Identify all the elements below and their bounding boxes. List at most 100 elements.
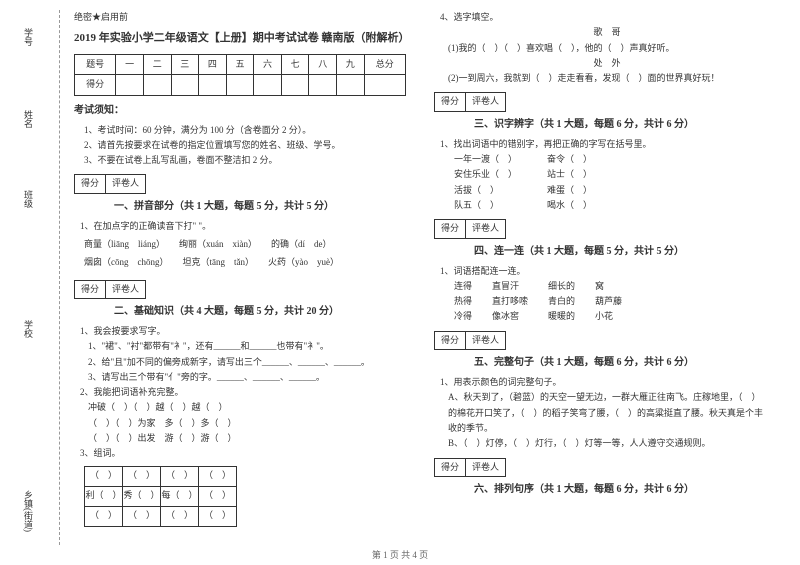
wt20: （ ） xyxy=(85,506,123,526)
p02: 的确 xyxy=(271,239,289,249)
sb4l: 得分 xyxy=(435,220,466,237)
q4c: 处 外 xyxy=(448,56,766,71)
s4r13: 葫芦藤 xyxy=(595,294,622,309)
s3r21: 难蛋（ ） xyxy=(547,183,592,198)
score-table: 题号 一 二 三 四 五 六 七 八 九 总分 得分 xyxy=(74,54,406,96)
score-header: 题号 一 二 三 四 五 六 七 八 九 总分 xyxy=(75,54,406,74)
h0: 题号 xyxy=(75,54,116,74)
page-footer: 第 1 页 共 4 页 xyxy=(0,548,800,561)
p00p: （liāng liáng） xyxy=(102,239,165,249)
sb2r: 评卷人 xyxy=(106,281,145,298)
pinyin-row1: 商量（liāng liáng） 绚丽（xuán xiàn） 的确（dí de） xyxy=(84,237,406,252)
h1: 一 xyxy=(116,54,144,74)
s3r31: 喝水（ ） xyxy=(547,198,592,213)
h10: 总分 xyxy=(364,54,405,74)
h2: 二 xyxy=(143,54,171,74)
left-column: 绝密★启用前 2019 年实验小学二年级语文【上册】期中考试试卷 赣南版（附解析… xyxy=(60,10,420,545)
s4r00: 连得 xyxy=(454,279,472,294)
sec3-q: 1、找出词语中的错别字，再把正确的字写在括号里。 xyxy=(440,137,766,152)
sec1-q: 1、在加点字的正确读音下打" "。 xyxy=(80,219,406,234)
wt22: （ ） xyxy=(161,506,199,526)
s4r22: 暖暖的 xyxy=(548,309,575,324)
score-box-1: 得分评卷人 xyxy=(74,174,146,193)
s3r20: 活拔（ ） xyxy=(454,183,517,198)
p11: 坦克 xyxy=(183,257,201,267)
s3r01: 奋令（ ） xyxy=(547,152,592,167)
wt13: （ ） xyxy=(199,486,237,506)
q4b: (1)我的（ ）（ ）喜欢唱（ ），他的（ ）声真好听。 xyxy=(448,41,766,56)
p00: 商量 xyxy=(84,239,102,249)
bind-label-1: 姓名 xyxy=(22,110,35,128)
h5: 五 xyxy=(226,54,254,74)
sb5r: 评卷人 xyxy=(466,332,505,349)
sec4-q: 1、词语搭配连一连。 xyxy=(440,264,766,279)
wt23: （ ） xyxy=(199,506,237,526)
sb4r: 评卷人 xyxy=(466,220,505,237)
bind-label-3: 学校 xyxy=(22,320,35,338)
s4r11: 直打哆嗦 xyxy=(492,294,528,309)
notice-2: 2、请首先按要求在试卷的指定位置填写您的姓名、班级、学号。 xyxy=(84,138,406,153)
p12p: （yào yuè） xyxy=(286,257,339,267)
sec5-q: 1、用表示颜色的词完整句子。 xyxy=(440,375,766,390)
q4a: 歌 哥 xyxy=(448,25,766,40)
sb-l: 得分 xyxy=(75,175,106,192)
sec4-title: 四、连一连（共 1 大题，每题 5 分，共计 5 分） xyxy=(474,243,766,260)
right-column: 4、选字填空。 歌 哥 (1)我的（ ）（ ）喜欢唱（ ），他的（ ）声真好听。… xyxy=(420,10,780,545)
bind-label-2: 班级 xyxy=(22,190,35,208)
s3r30: 队五（ ） xyxy=(454,198,517,213)
s4r01: 直冒汗 xyxy=(492,279,528,294)
sb3l: 得分 xyxy=(435,93,466,110)
sec3-rows: 一年一渡（ ） 安住乐业（ ） 活拔（ ） 队五（ ） 奋令（ ） 站士（ ） … xyxy=(454,152,766,213)
sec2-q1: 1、我会按要求写字。 xyxy=(80,324,406,339)
wt02: （ ） xyxy=(161,466,199,486)
q4d: (2)一到周六，我就到（ ）走走看看，发现（ ）面的世界真好玩！ xyxy=(448,71,766,86)
notice-1: 1、考试时间：60 分钟，满分为 100 分（含卷面分 2 分）。 xyxy=(84,123,406,138)
score-box-4: 得分评卷人 xyxy=(434,219,506,238)
q2r0: 冲破（ ）（ ）越（ ）越（ ） xyxy=(88,400,406,415)
p01: 绚丽 xyxy=(179,239,197,249)
wt11: 秀（ ） xyxy=(123,486,161,506)
sb6l: 得分 xyxy=(435,459,466,476)
p11p: （tāng tǎn） xyxy=(201,257,255,267)
score-box-5: 得分评卷人 xyxy=(434,331,506,350)
p10: 烟囱 xyxy=(84,257,102,267)
s3r00: 一年一渡（ ） xyxy=(454,152,517,167)
notice-title: 考试须知： xyxy=(74,102,406,119)
s4r12: 青白的 xyxy=(548,294,575,309)
s3r11: 站士（ ） xyxy=(547,167,592,182)
secret-label: 绝密★启用前 xyxy=(74,10,406,25)
h4: 四 xyxy=(199,54,227,74)
wt03: （ ） xyxy=(199,466,237,486)
h7: 七 xyxy=(281,54,309,74)
wt21: （ ） xyxy=(123,506,161,526)
p10p: （cōng chōng） xyxy=(102,257,169,267)
bind-label-4: 乡镇(街道) xyxy=(22,490,35,532)
wt10: 利（ ） xyxy=(85,486,123,506)
s4r23: 小花 xyxy=(595,309,622,324)
sec5-title: 五、完整句子（共 1 大题，每题 6 分，共计 6 分） xyxy=(474,354,766,371)
sb-r: 评卷人 xyxy=(106,175,145,192)
s4r03: 窝 xyxy=(595,279,622,294)
sec2-title: 二、基础知识（共 4 大题，每题 5 分，共计 20 分） xyxy=(114,303,406,320)
q1b: 2、给"且"加不同的偏旁成新字，请写出三个______、______、_____… xyxy=(88,355,406,370)
score-box-2: 得分评卷人 xyxy=(74,280,146,299)
sec2-q3: 3、组词。 xyxy=(80,446,406,461)
wt01: （ ） xyxy=(123,466,161,486)
q2r1: （ ）（ ）为家 多（ ）多（ ） xyxy=(88,416,406,431)
sec1-title: 一、拼音部分（共 1 大题，每题 5 分，共计 5 分） xyxy=(114,198,406,215)
score-row: 得分 xyxy=(75,75,406,95)
wt12: 每（ ） xyxy=(161,486,199,506)
p02p: （dí de） xyxy=(289,239,332,249)
paper-title: 2019 年实验小学二年级语文【上册】期中考试试卷 赣南版（附解析） xyxy=(74,29,406,48)
rlabel: 得分 xyxy=(75,75,116,95)
s4r20: 冷得 xyxy=(454,309,472,324)
sb2l: 得分 xyxy=(75,281,106,298)
sec5-b: B、（ ）灯停，（ ）灯行，（ ）灯等一等，人人遵守交通规则。 xyxy=(448,436,766,451)
sb3r: 评卷人 xyxy=(466,93,505,110)
score-box-3: 得分评卷人 xyxy=(434,92,506,111)
sec6-title: 六、排列句序（共 1 大题，每题 6 分，共计 6 分） xyxy=(474,481,766,498)
s4r21: 像冰窖 xyxy=(492,309,528,324)
q1a: 1、"裙"、"衬"都带有"衤"，还有______和______也带有"衤"。 xyxy=(88,339,406,354)
wt00: （ ） xyxy=(85,466,123,486)
p01p: （xuán xiàn） xyxy=(197,239,257,249)
